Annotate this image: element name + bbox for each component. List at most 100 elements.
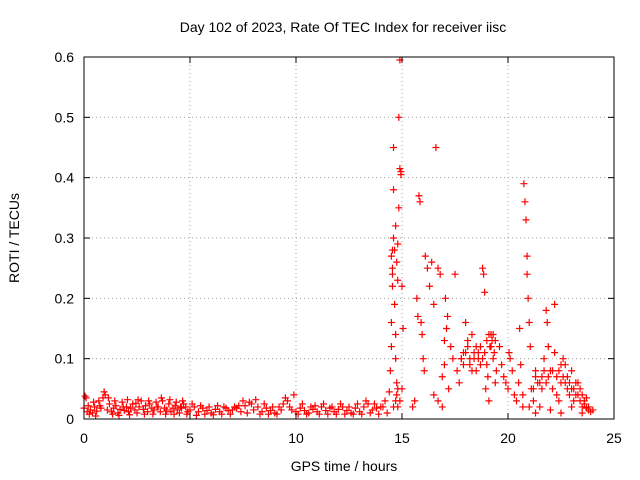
data-point	[132, 399, 140, 407]
data-point	[375, 410, 383, 418]
data-point	[532, 373, 540, 381]
data-point	[179, 397, 187, 405]
data-point	[393, 258, 401, 266]
data-point	[277, 406, 285, 414]
data-point	[260, 400, 268, 408]
data-point	[498, 361, 506, 369]
data-point	[92, 412, 100, 420]
data-point	[222, 404, 230, 412]
data-point	[150, 406, 158, 414]
data-point	[387, 252, 395, 260]
data-point	[490, 349, 498, 357]
data-point	[391, 300, 399, 308]
data-point	[103, 406, 111, 414]
data-point	[396, 165, 404, 173]
data-point	[555, 367, 563, 375]
data-point	[101, 391, 109, 399]
data-point	[411, 397, 419, 405]
data-point	[209, 411, 217, 419]
data-point	[267, 407, 275, 415]
data-point	[416, 198, 424, 206]
data-point	[343, 407, 351, 415]
data-point	[153, 403, 161, 411]
data-point	[489, 331, 497, 339]
data-point	[468, 331, 476, 339]
data-point	[84, 402, 92, 410]
data-point	[436, 270, 444, 278]
data-point	[141, 402, 149, 410]
data-point	[197, 402, 205, 410]
data-point	[95, 397, 103, 405]
data-point	[430, 391, 438, 399]
data-point	[123, 396, 131, 404]
data-point	[175, 409, 183, 417]
data-point	[392, 222, 400, 230]
data-point	[492, 367, 500, 375]
data-point	[96, 402, 104, 410]
data-point	[203, 407, 211, 415]
data-point	[192, 411, 200, 419]
data-point	[186, 406, 194, 414]
data-point	[464, 343, 472, 351]
data-point	[484, 373, 492, 381]
data-point	[516, 325, 524, 332]
data-point	[171, 402, 179, 410]
chart-title: Day 102 of 2023, Rate Of TEC Index for r…	[180, 19, 507, 35]
data-point	[491, 337, 499, 345]
data-point	[417, 318, 425, 326]
data-point	[127, 404, 135, 412]
data-point	[360, 403, 368, 411]
data-point	[559, 373, 567, 381]
data-point	[544, 343, 552, 351]
y-tick-label: 0.5	[55, 109, 75, 125]
data-point	[544, 373, 552, 381]
data-point	[390, 234, 398, 242]
data-point	[551, 349, 559, 357]
data-point	[504, 385, 512, 393]
data-point	[520, 180, 528, 188]
data-point	[81, 392, 89, 400]
data-point	[118, 398, 126, 406]
data-point	[457, 355, 465, 363]
data-point	[137, 397, 145, 405]
data-point	[235, 402, 243, 410]
data-point	[443, 325, 451, 332]
data-point	[525, 318, 533, 326]
data-point	[390, 186, 398, 194]
data-point	[418, 331, 426, 339]
data-point	[399, 325, 407, 332]
data-point	[445, 385, 453, 393]
data-point	[337, 400, 345, 408]
data-point	[576, 385, 584, 393]
data-point	[466, 361, 474, 369]
data-point	[515, 379, 523, 387]
data-point	[479, 355, 487, 363]
data-point	[373, 404, 381, 412]
data-point	[574, 379, 582, 387]
data-point	[281, 394, 289, 402]
data-point	[366, 409, 374, 417]
data-point	[394, 403, 402, 411]
data-point	[549, 385, 557, 393]
x-tick-label: 10	[288, 430, 304, 446]
data-point	[119, 403, 127, 411]
data-point	[237, 408, 245, 416]
data-point	[553, 391, 561, 399]
data-point	[351, 404, 359, 412]
data-point	[135, 403, 143, 411]
data-point	[139, 405, 147, 413]
data-point	[512, 397, 520, 405]
data-point	[578, 391, 586, 399]
data-point	[420, 367, 428, 375]
data-point	[525, 403, 533, 411]
data-point	[563, 385, 571, 393]
data-point	[239, 397, 247, 405]
data-point	[211, 405, 219, 413]
data-point	[397, 171, 405, 179]
data-point	[152, 398, 160, 406]
data-point	[409, 403, 417, 411]
data-point	[543, 318, 551, 326]
data-point	[393, 379, 401, 387]
y-tick-label: 0	[66, 411, 74, 427]
